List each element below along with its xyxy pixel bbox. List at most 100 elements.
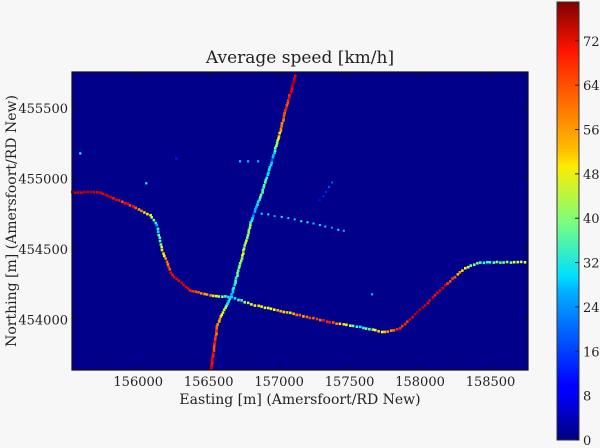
north-south-road-point xyxy=(279,127,283,131)
south-east-road-point xyxy=(456,273,460,276)
south-east-road-point xyxy=(295,313,298,317)
west-curve-road-point xyxy=(209,294,212,297)
isolated-point xyxy=(175,157,178,160)
north-south-road-point xyxy=(214,337,217,341)
north-south-road-point xyxy=(253,210,257,213)
north-south-road-point xyxy=(282,117,285,120)
west-curve-road-point xyxy=(197,291,200,294)
north-south-road-point xyxy=(268,166,272,169)
x-tick-label: 158000 xyxy=(395,375,445,390)
south-east-road-point xyxy=(482,261,486,265)
south-east-road-point xyxy=(355,325,359,328)
south-east-road-point xyxy=(464,266,467,270)
sparse-east-west-road-point xyxy=(337,228,340,231)
plot-area xyxy=(72,72,528,370)
west-curve-road-point xyxy=(169,271,172,274)
north-south-road-point xyxy=(210,362,214,365)
north-south-road-point xyxy=(291,84,294,88)
north-south-road-point xyxy=(261,191,264,194)
south-east-road-point xyxy=(368,327,371,331)
north-south-road-point xyxy=(256,200,260,203)
south-east-road-point xyxy=(338,322,342,326)
north-south-road-point xyxy=(276,139,279,142)
north-south-road-point xyxy=(273,149,277,152)
west-curve-road-point xyxy=(99,191,102,194)
west-curve-road-point xyxy=(168,268,172,271)
west-curve-road-point xyxy=(104,193,108,197)
north-south-road-point xyxy=(286,102,289,105)
north-south-road-point xyxy=(246,233,250,237)
sparse-east-west-road-point xyxy=(306,221,309,224)
north-south-road-point xyxy=(246,236,249,240)
west-curve-road-point xyxy=(158,236,162,239)
south-east-road-point xyxy=(411,315,414,319)
north-south-road-point xyxy=(280,124,283,128)
x-tick-label: 156000 xyxy=(113,375,163,390)
south-east-road-point xyxy=(421,306,424,309)
south-east-road-point xyxy=(322,319,325,322)
west-curve-road-point xyxy=(172,276,176,279)
west-curve-road-point xyxy=(134,206,138,210)
south-east-road-point xyxy=(435,291,439,295)
north-south-road-point xyxy=(272,154,275,157)
south-east-road-point xyxy=(371,328,375,331)
west-curve-road-point xyxy=(215,294,218,298)
south-east-road-point xyxy=(519,260,523,264)
south-east-road-point xyxy=(246,301,250,305)
north-south-road-point xyxy=(238,264,241,268)
sparse-east-west-road-point xyxy=(330,226,333,229)
north-south-road-point xyxy=(258,198,261,201)
sparse-short-road-point xyxy=(327,185,330,188)
sparse-short-road-point xyxy=(318,199,321,202)
west-curve-road-point xyxy=(74,191,77,194)
north-south-road-point xyxy=(259,193,263,197)
north-south-road-point xyxy=(279,129,283,133)
isolated-point xyxy=(239,160,242,163)
south-east-road-point xyxy=(364,327,368,330)
north-south-road-point xyxy=(212,346,216,350)
y-tick-label: 454500 xyxy=(18,243,68,258)
north-south-road-point xyxy=(243,244,246,247)
north-south-road-point xyxy=(247,228,251,232)
south-east-road-point xyxy=(453,275,457,279)
west-curve-road-point xyxy=(150,216,153,219)
west-curve-road-point xyxy=(149,213,152,217)
south-east-road-point xyxy=(263,306,267,310)
south-east-road-point xyxy=(319,318,322,322)
north-south-road-point xyxy=(218,318,222,321)
north-south-road-point xyxy=(231,291,235,294)
y-axis-label: Northing [m] (Amersfoort/RD New) xyxy=(4,95,20,347)
west-curve-road-point xyxy=(200,292,203,295)
south-east-road-point xyxy=(418,308,421,312)
sparse-east-west-road-point xyxy=(287,217,290,220)
south-east-road-point xyxy=(253,304,257,307)
north-south-road-point xyxy=(289,91,293,95)
south-east-road-point xyxy=(302,315,305,318)
north-south-road-point xyxy=(236,274,239,277)
south-east-road-point xyxy=(325,320,329,323)
north-south-road-point xyxy=(216,323,219,326)
south-east-road-point xyxy=(473,263,476,266)
north-south-road-point xyxy=(274,146,277,150)
north-south-road-point xyxy=(244,241,247,245)
west-curve-road-point xyxy=(126,202,129,205)
north-south-road-point xyxy=(231,288,235,291)
colorbar-tick-label: 16 xyxy=(583,345,600,360)
north-south-road-point xyxy=(273,151,276,155)
west-curve-road-point xyxy=(140,209,143,213)
south-east-road-point xyxy=(240,299,243,302)
colorbar xyxy=(556,1,580,441)
north-south-road-point xyxy=(261,188,264,192)
west-curve-road-point xyxy=(76,191,80,194)
axis-ticks: 156000 156500 157000 157500 158000 158500 4540… xyxy=(18,72,528,390)
north-south-road-point xyxy=(267,168,271,171)
north-south-road-point xyxy=(212,352,215,356)
south-east-road-point xyxy=(260,305,263,308)
west-curve-road-point xyxy=(194,290,198,293)
south-east-road-point xyxy=(273,308,276,311)
sparse-east-west-road-point xyxy=(312,222,315,225)
colorbar-tick-label: 32 xyxy=(583,257,600,272)
north-south-road-point xyxy=(262,186,265,189)
south-east-road-point xyxy=(282,310,286,314)
